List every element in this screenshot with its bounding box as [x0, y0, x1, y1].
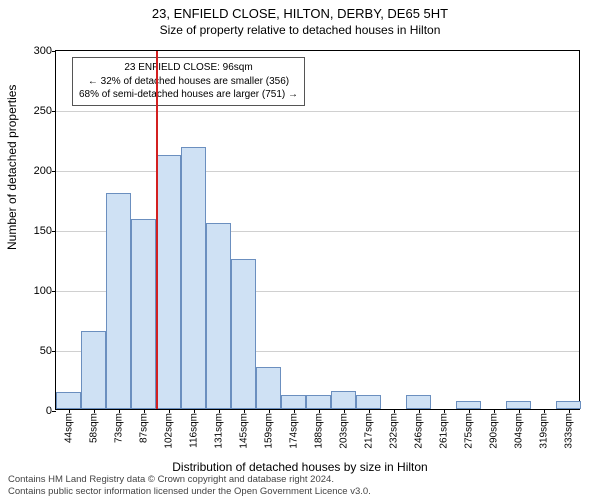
y-tick-label: 200 [34, 165, 52, 177]
x-tick-label: 232sqm [388, 413, 399, 449]
x-tick-label: 87sqm [138, 413, 149, 443]
histogram-bar [356, 395, 381, 409]
x-axis-title: Distribution of detached houses by size … [172, 460, 427, 474]
y-tick-label: 50 [40, 345, 52, 357]
y-tick-mark [52, 51, 56, 52]
chart-plot-area: 23 ENFIELD CLOSE: 96sqm ← 32% of detache… [55, 50, 580, 410]
x-tick-label: 304sqm [513, 413, 524, 449]
chart-subtitle: Size of property relative to detached ho… [0, 23, 600, 37]
histogram-bar [56, 392, 81, 409]
y-tick-mark [52, 171, 56, 172]
reference-line [156, 51, 158, 409]
y-tick-mark [52, 351, 56, 352]
x-tick-label: 174sqm [288, 413, 299, 449]
y-tick-mark [52, 111, 56, 112]
histogram-bar [456, 401, 481, 409]
y-tick-label: 100 [34, 285, 52, 297]
gridline [56, 111, 579, 112]
x-tick-label: 319sqm [538, 413, 549, 449]
histogram-bar [306, 395, 331, 409]
chart-title: 23, ENFIELD CLOSE, HILTON, DERBY, DE65 5… [0, 6, 600, 21]
y-tick-label: 250 [34, 105, 52, 117]
x-tick-label: 203sqm [338, 413, 349, 449]
annotation-line-3: 68% of semi-detached houses are larger (… [79, 88, 298, 102]
histogram-bar [156, 155, 181, 409]
annotation-line-1: 23 ENFIELD CLOSE: 96sqm [79, 61, 298, 75]
y-tick-label: 300 [34, 45, 52, 57]
histogram-bar [131, 219, 156, 409]
x-tick-label: 44sqm [63, 413, 74, 443]
histogram-bar [106, 193, 131, 409]
histogram-bar [181, 147, 206, 409]
y-tick-mark [52, 291, 56, 292]
x-tick-label: 102sqm [163, 413, 174, 449]
footer-line-2: Contains public sector information licen… [8, 486, 371, 498]
footer-attribution: Contains HM Land Registry data © Crown c… [8, 474, 371, 498]
annotation-box: 23 ENFIELD CLOSE: 96sqm ← 32% of detache… [72, 57, 305, 106]
histogram-bar [506, 401, 531, 409]
x-tick-label: 275sqm [463, 413, 474, 449]
histogram-bar [206, 223, 231, 409]
x-tick-label: 333sqm [563, 413, 574, 449]
x-tick-label: 290sqm [488, 413, 499, 449]
x-tick-label: 58sqm [88, 413, 99, 443]
x-tick-label: 217sqm [363, 413, 374, 449]
histogram-bar [331, 391, 356, 409]
histogram-bar [281, 395, 306, 409]
x-tick-label: 116sqm [188, 413, 199, 448]
y-tick-label: 150 [34, 225, 52, 237]
histogram-bar [256, 367, 281, 409]
x-tick-label: 131sqm [213, 413, 224, 449]
gridline [56, 171, 579, 172]
x-tick-label: 261sqm [438, 413, 449, 449]
histogram-bar [556, 401, 581, 409]
histogram-bar [81, 331, 106, 409]
y-tick-mark [52, 411, 56, 412]
x-tick-label: 73sqm [113, 413, 124, 443]
footer-line-1: Contains HM Land Registry data © Crown c… [8, 474, 371, 486]
histogram-bar [231, 259, 256, 409]
x-tick-label: 246sqm [413, 413, 424, 449]
x-tick-label: 145sqm [238, 413, 249, 449]
y-tick-mark [52, 231, 56, 232]
x-tick-label: 188sqm [313, 413, 324, 449]
annotation-line-2: ← 32% of detached houses are smaller (35… [79, 75, 298, 89]
y-axis-title: Number of detached properties [5, 85, 19, 250]
histogram-bar [406, 395, 431, 409]
x-tick-label: 159sqm [263, 413, 274, 449]
